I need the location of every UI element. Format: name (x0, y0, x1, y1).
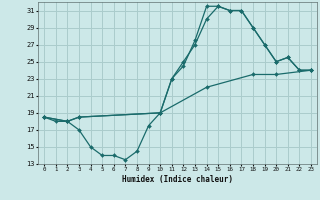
X-axis label: Humidex (Indice chaleur): Humidex (Indice chaleur) (122, 175, 233, 184)
